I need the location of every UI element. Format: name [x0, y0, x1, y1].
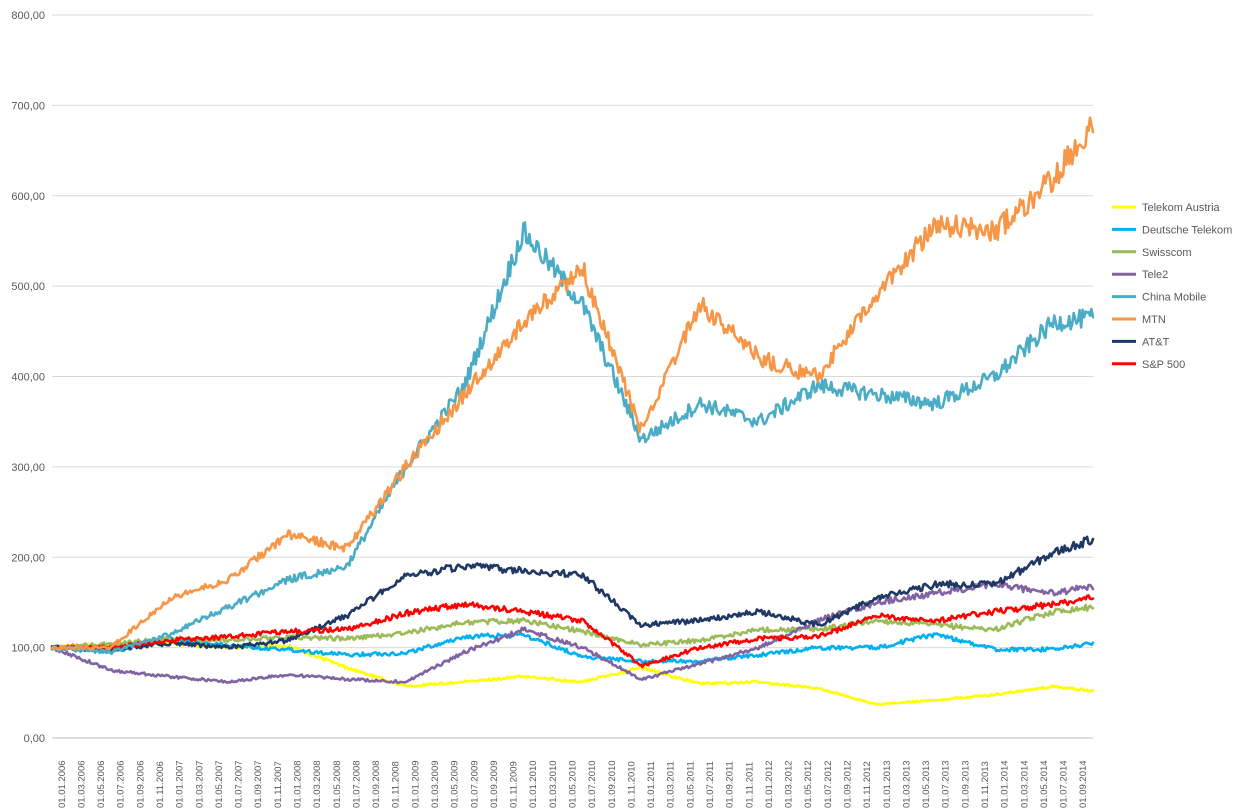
y-tick-label: 400,00: [11, 372, 45, 384]
series-line-at-t: [50, 535, 1095, 653]
legend-label: Telekom Austria: [1142, 202, 1221, 214]
x-tick-label: 01.01.2012: [764, 760, 775, 808]
y-tick-label: 200,00: [11, 552, 45, 564]
series-line-china-mobile: [50, 221, 1095, 656]
x-tick-label: 01.09.2006: [135, 760, 146, 808]
x-tick-label: 01.09.2009: [489, 760, 500, 808]
x-tick-label: 01.05.2009: [450, 760, 461, 808]
x-tick-label: 01.09.2014: [1078, 760, 1089, 808]
y-tick-label: 700,00: [11, 100, 45, 112]
series-line-tele2: [50, 580, 1095, 685]
series-line-s-p-500: [50, 594, 1095, 669]
y-tick-label: 600,00: [11, 191, 45, 203]
y-tick-label: 800,00: [11, 10, 45, 22]
x-tick-label: 01.03.2008: [312, 760, 323, 808]
legend-label: Swisscom: [1142, 247, 1192, 259]
x-tick-label: 01.11.2011: [744, 762, 755, 808]
x-tick-label: 01.07.2009: [469, 760, 480, 808]
legend-label: MTN: [1142, 314, 1166, 326]
x-tick-label: 01.11.2012: [862, 761, 873, 808]
x-tick-label: 01.01.2014: [1000, 760, 1011, 808]
x-tick-label: 01.11.2013: [980, 761, 991, 808]
x-tick-label: 01.07.2008: [351, 760, 362, 808]
x-tick-label: 01.09.2011: [725, 761, 736, 808]
y-tick-label: 500,00: [11, 281, 45, 293]
x-tick-label: 01.11.2007: [273, 761, 284, 808]
x-tick-label: 01.01.2013: [882, 760, 893, 808]
x-tick-label: 01.05.2014: [1039, 760, 1050, 808]
x-tick-label: 01.05.2007: [214, 760, 225, 808]
x-tick-label: 01.03.2006: [76, 760, 87, 808]
x-tick-label: 01.11.2010: [626, 761, 637, 808]
x-tick-label: 01.03.2011: [666, 761, 677, 808]
x-tick-label: 01.05.2013: [921, 760, 932, 808]
x-tick-label: 01.03.2012: [784, 760, 795, 808]
x-tick-label: 01.07.2006: [116, 760, 127, 808]
x-tick-label: 01.09.2010: [607, 760, 618, 808]
x-tick-label: 01.09.2008: [371, 760, 382, 808]
x-tick-label: 01.07.2007: [234, 760, 245, 808]
y-tick-label: 300,00: [11, 462, 45, 474]
x-tick-label: 01.01.2007: [175, 760, 186, 808]
series-line-mtn: [50, 116, 1095, 651]
x-tick-label: 01.01.2010: [528, 760, 539, 808]
x-tick-label: 01.07.2014: [1059, 760, 1070, 808]
x-tick-label: 01.11.2006: [155, 761, 166, 808]
x-tick-label: 01.01.2009: [410, 760, 421, 808]
y-tick-label: 100,00: [11, 643, 45, 655]
x-tick-label: 01.03.2014: [1019, 760, 1030, 808]
x-tick-label: 01.03.2010: [548, 760, 559, 808]
x-tick-label: 01.05.2010: [568, 760, 579, 808]
x-tick-label: 01.09.2007: [253, 760, 264, 808]
x-tick-label: 01.11.2008: [391, 761, 402, 808]
series-line-telekom-austria: [50, 640, 1095, 707]
legend-label: China Mobile: [1142, 292, 1206, 304]
x-tick-label: 01.03.2009: [430, 760, 441, 808]
x-tick-label: 01.05.2006: [96, 760, 107, 808]
x-tick-label: 01.05.2011: [685, 761, 696, 808]
x-tick-label: 01.09.2013: [960, 760, 971, 808]
x-tick-label: 01.09.2012: [842, 760, 853, 808]
x-tick-label: 01.07.2011: [705, 761, 716, 808]
series-line-swisscom: [50, 603, 1095, 650]
x-tick-label: 01.01.2008: [293, 760, 304, 808]
x-tick-label: 01.07.2012: [823, 760, 834, 808]
x-tick-label: 01.01.2006: [57, 760, 68, 808]
legend-label: S&P 500: [1142, 359, 1185, 371]
x-tick-label: 01.03.2007: [194, 760, 205, 808]
x-tick-label: 01.05.2008: [332, 760, 343, 808]
x-tick-label: 01.05.2012: [803, 760, 814, 808]
legend-label: Deutsche Telekom: [1142, 224, 1232, 236]
legend-label: Tele2: [1142, 269, 1168, 281]
legend-label: AT&T: [1142, 336, 1170, 348]
x-tick-label: 01.01.2011: [646, 761, 657, 808]
x-tick-label: 01.03.2013: [901, 760, 912, 808]
y-tick-label: 0,00: [24, 733, 45, 745]
x-tick-label: 01.11.2009: [509, 761, 520, 808]
x-tick-label: 01.07.2013: [941, 760, 952, 808]
x-tick-label: 01.07.2010: [587, 760, 598, 808]
